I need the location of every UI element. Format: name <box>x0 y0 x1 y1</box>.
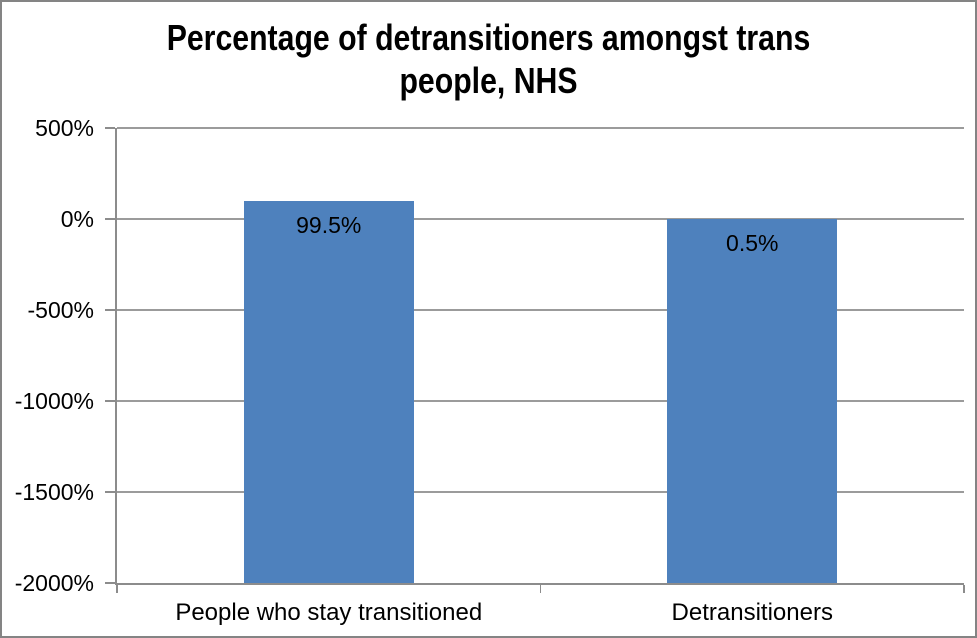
bar-value-label: 0.5% <box>726 229 779 256</box>
gridline--1000 <box>117 400 964 402</box>
gridline-500 <box>117 127 964 129</box>
bar-1: 99.5% <box>243 200 414 583</box>
x-axis-tick <box>963 585 965 593</box>
y-axis-tick <box>105 491 115 493</box>
y-axis-label: -500% <box>27 297 94 323</box>
y-axis-tick <box>105 127 115 129</box>
bar-value-label: 99.5% <box>296 211 362 238</box>
y-axis-tick <box>105 309 115 311</box>
y-axis-label: -1000% <box>14 388 94 414</box>
bar-2: 0.5% <box>667 218 838 583</box>
x-axis-tick <box>539 585 542 593</box>
x-axis-category-label: Detransitioners <box>671 599 833 626</box>
chart-title-line-2: people, NHS <box>399 60 578 101</box>
y-axis-tick <box>105 582 115 584</box>
y-axis-tick <box>105 400 115 402</box>
gridline--1500 <box>117 491 964 493</box>
y-axis-label: 0% <box>60 206 94 232</box>
y-axis-tick <box>105 218 115 220</box>
plot-area: 99.5% 0.5% <box>105 127 965 593</box>
x-axis-category-label: People who stay transitioned <box>175 599 483 626</box>
x-axis-tick <box>116 585 118 593</box>
y-axis-label: 500% <box>35 115 94 141</box>
gridline--500 <box>117 309 964 311</box>
chart-title: Percentage of detransitioners amongst tr… <box>80 16 897 102</box>
y-axis-label: -2000% <box>14 570 94 596</box>
gridline-0 <box>117 218 964 220</box>
chart-title-line-1: Percentage of detransitioners amongst tr… <box>166 17 811 58</box>
y-axis-label: -1500% <box>14 479 94 505</box>
